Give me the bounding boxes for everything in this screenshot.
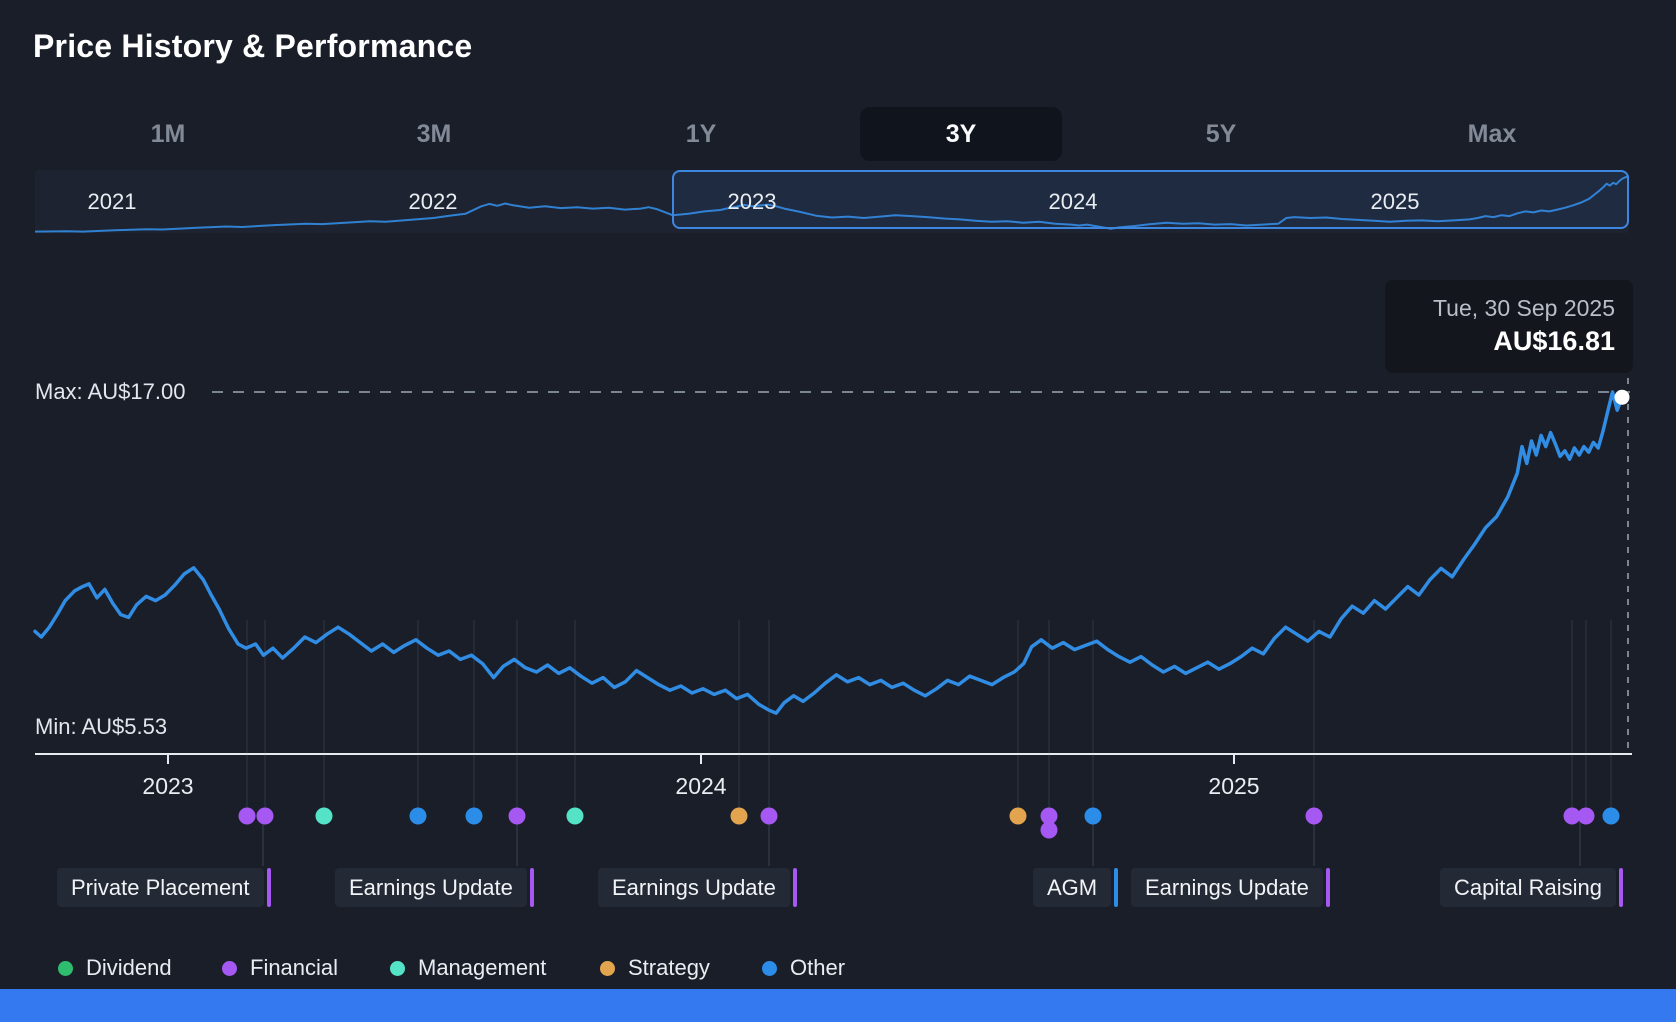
event-chip-category-bar: [793, 868, 797, 907]
x-axis-year-2025: 2025: [1208, 773, 1260, 799]
range-tab-3y[interactable]: 3Y: [860, 107, 1062, 161]
legend-item-strategy[interactable]: Strategy: [600, 956, 710, 980]
tooltip-price: AU$16.81: [1493, 326, 1615, 356]
event-chip-category-bar: [1326, 868, 1330, 907]
event-dot-financial[interactable]: [238, 807, 256, 825]
event-dot-financial[interactable]: [1305, 807, 1323, 825]
x-axis-tick-2025: [1233, 755, 1235, 764]
event-chip-capital-raising[interactable]: Capital Raising: [1440, 868, 1616, 907]
event-dot-strategy[interactable]: [730, 807, 748, 825]
range-tab-3m[interactable]: 3M: [416, 120, 452, 148]
x-axis-tick-2024: [700, 755, 702, 764]
x-axis-tick-2023: [167, 755, 169, 764]
max-price-label: Max: AU$17.00: [35, 379, 186, 404]
dividend-dot-icon: [58, 960, 73, 976]
event-chip-agm[interactable]: AGM: [1033, 868, 1112, 907]
chart-tooltip: Tue, 30 Sep 2025 AU$16.81: [1385, 280, 1633, 373]
event-chip-label: AGM: [1047, 874, 1098, 900]
legend-item-financial[interactable]: Financial: [222, 956, 338, 980]
event-dot-strategy[interactable]: [1009, 807, 1027, 825]
minimap-selection-window[interactable]: [672, 170, 1629, 229]
x-axis-year-2024: 2024: [675, 773, 727, 799]
price-line[interactable]: [33, 390, 1624, 715]
legend-label: Financial: [250, 955, 339, 980]
event-chip-earnings-update[interactable]: Earnings Update: [598, 868, 790, 907]
event-chip-earnings-update[interactable]: Earnings Update: [1131, 868, 1323, 907]
tooltip-date: Tue, 30 Sep 2025: [1432, 295, 1615, 321]
event-chip-private-placement[interactable]: Private Placement: [57, 868, 264, 907]
event-chip-label: Earnings Update: [349, 874, 513, 900]
event-dot-financial[interactable]: [256, 807, 274, 825]
page-title: Price History & Performance: [33, 28, 473, 64]
legend-item-dividend[interactable]: Dividend: [58, 956, 172, 980]
event-dot-other[interactable]: [465, 807, 483, 825]
event-dot-financial[interactable]: [760, 807, 778, 825]
event-dot-other[interactable]: [409, 807, 427, 825]
event-dot-other[interactable]: [1602, 807, 1620, 825]
other-dot-icon: [762, 960, 777, 976]
event-dot-management[interactable]: [566, 807, 584, 825]
event-dot-other[interactable]: [1084, 807, 1102, 825]
event-chip-category-bar: [1114, 868, 1118, 907]
x-axis-line: [35, 753, 1632, 755]
event-chip-earnings-update[interactable]: Earnings Update: [335, 868, 527, 907]
event-dot-management[interactable]: [315, 807, 333, 825]
event-chip-category-bar: [267, 868, 271, 907]
event-chip-label: Private Placement: [71, 874, 250, 900]
minimap-price-line: [35, 175, 1629, 233]
event-chip-category-bar: [1619, 868, 1623, 907]
financial-dot-icon: [222, 960, 237, 976]
last-price-dot: [1614, 389, 1630, 405]
event-dot-financial[interactable]: [508, 807, 526, 825]
event-dot-financial[interactable]: [1563, 807, 1581, 825]
minimap-chart[interactable]: [35, 170, 1629, 233]
management-dot-icon: [390, 960, 405, 976]
event-chip-label: Earnings Update: [612, 874, 776, 900]
range-tab-max[interactable]: Max: [1467, 120, 1517, 148]
x-axis-year-2023: 2023: [142, 773, 194, 799]
event-chip-category-bar: [530, 868, 534, 907]
event-dot-financial[interactable]: [1577, 807, 1595, 825]
range-tab-1y[interactable]: 1Y: [685, 120, 717, 148]
event-dot-financial[interactable]: [1040, 821, 1058, 839]
minimap-line: [35, 175, 1629, 233]
legend-label: Dividend: [86, 955, 172, 980]
strategy-dot-icon: [600, 960, 615, 976]
legend-item-other[interactable]: Other: [762, 956, 845, 980]
event-chip-label: Earnings Update: [1145, 874, 1309, 900]
min-price-label: Min: AU$5.53: [35, 714, 168, 739]
legend-item-management[interactable]: Management: [390, 956, 546, 980]
event-dot-financial[interactable]: [1040, 807, 1058, 825]
range-tab-5y[interactable]: 5Y: [1205, 120, 1237, 148]
range-tab-1m[interactable]: 1M: [150, 120, 186, 148]
legend-label: Other: [790, 955, 846, 980]
event-chip-label: Capital Raising: [1454, 874, 1602, 900]
legend-label: Management: [418, 955, 547, 980]
bottom-accent-bar: [0, 989, 1676, 1022]
legend-label: Strategy: [628, 955, 710, 980]
